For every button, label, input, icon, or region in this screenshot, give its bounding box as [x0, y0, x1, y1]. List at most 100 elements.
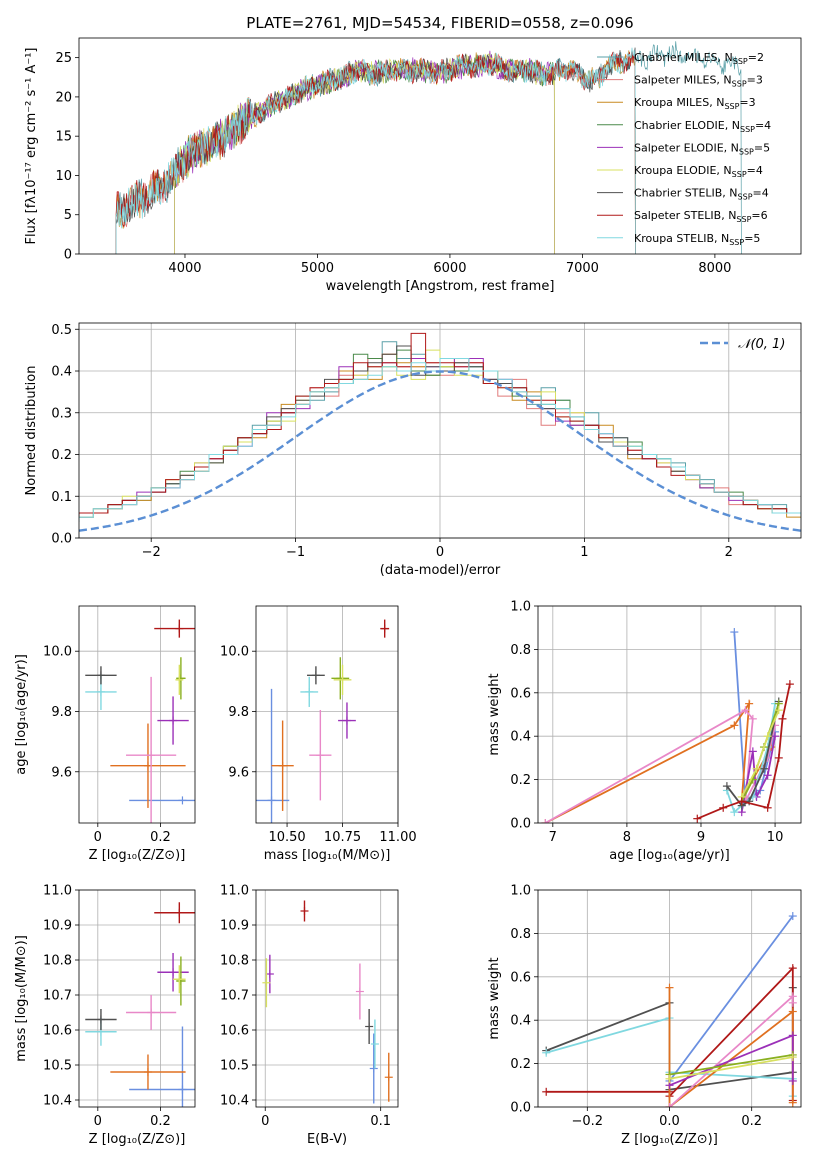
spectrum-series-line [115, 47, 636, 254]
y-tick-label: 0.0 [51, 532, 72, 547]
axes-frame [537, 889, 802, 1108]
x-tick-label: 7 [549, 830, 557, 845]
y-tick-label: 0.2 [510, 1057, 531, 1072]
y-tick-label: 0.2 [51, 448, 72, 463]
y-tick-label: 10.9 [220, 919, 249, 934]
plot-area [538, 606, 801, 823]
axes-spectrum: 4000 5000 6000 7000 8000 0 5 10 15 20 25 wavelength… [24, 37, 802, 294]
x-axis-label: Z [log₁₀(Z/Z⊙)] [89, 848, 186, 863]
x-tick-label: −1 [286, 545, 305, 560]
x-tick-label: 5000 [301, 261, 334, 276]
x-axis-label: Z [log₁₀(Z/Z⊙)] [621, 1132, 718, 1147]
y-axis-label: age [log₁₀(age/yr)] [14, 654, 29, 775]
y-tick-label: 0.0 [510, 1101, 531, 1116]
y-tick-label: 10.8 [220, 954, 249, 969]
x-tick-label: 9 [697, 830, 705, 845]
x-tick-label: 2 [725, 545, 733, 560]
x-tick-label: 0 [94, 1114, 102, 1129]
x-axis-label: E(B-V) [307, 1132, 347, 1147]
axes-massweight-vs-age: 7 8 9 10 0.0 0.2 0.4 0.6 0.8 1.0 age [log₁₀(age/yr… [487, 600, 802, 863]
mass-weight-series-line [544, 700, 773, 823]
x-tick-label: 0.2 [150, 830, 171, 845]
axes-frame [537, 605, 802, 824]
y-tick-label: 0.8 [510, 643, 531, 658]
y-tick-label: 10.4 [43, 1094, 72, 1109]
plot-content [541, 628, 794, 823]
legend-label-tail: =5 [744, 232, 760, 245]
legend-label-sub: SSP [738, 193, 753, 202]
y-tick-label: 9.6 [228, 765, 249, 780]
y-tick-label: 0.4 [510, 1014, 531, 1029]
y-tick-label: 10.7 [220, 989, 249, 1004]
x-tick-label: 7000 [566, 261, 599, 276]
legend-label-main: Kroupa STELIB, N [634, 232, 729, 245]
x-tick-label: 0 [94, 830, 102, 845]
legend-label: Chabrier STELIB, NSSP=4 [634, 187, 769, 202]
y-axis-label: Normed distribution [24, 366, 39, 496]
x-tick-label: 0 [436, 545, 444, 560]
x-tick-label: 0 [261, 1114, 269, 1129]
legend-label-main: Chabrier STELIB, N [634, 187, 738, 200]
legend-label-tail: =6 [751, 209, 767, 222]
y-tick-label: 10.6 [43, 1024, 72, 1039]
legend-label: Chabrier ELODIE, NSSP=4 [634, 119, 771, 134]
y-tick-label: 10.9 [43, 919, 72, 934]
legend-label-main: Kroupa MILES, N [634, 96, 724, 109]
y-tick-label: 0.2 [510, 773, 531, 788]
x-tick-label: 10 [767, 830, 784, 845]
axes-frame [255, 605, 399, 824]
x-tick-label: 0.2 [741, 1114, 762, 1129]
legend-label: Salpeter ELODIE, NSSP=5 [634, 141, 770, 156]
legend-label-sub: SSP [733, 57, 748, 66]
legend-label-main: Kroupa ELODIE, N [634, 164, 732, 177]
plot-content [115, 41, 742, 254]
axes-frame [78, 322, 802, 539]
y-axis-label: mass weight [487, 673, 502, 755]
legend-label-sub: SSP [732, 170, 747, 179]
spectrum-series-line [115, 41, 742, 254]
legend-label-sub: SSP [729, 238, 744, 247]
y-tick-label: 1.0 [510, 884, 531, 899]
x-tick-label: 0.1 [370, 1114, 391, 1129]
y-tick-label: 5 [64, 208, 72, 223]
mass-weight-series-line [669, 1054, 793, 1076]
axes-frame [78, 889, 196, 1108]
mass-weight-series-line [668, 915, 794, 1082]
plot-area [79, 606, 195, 823]
grid-lines [79, 889, 195, 1107]
plot-area [256, 890, 398, 1107]
legend-label-main: Salpeter MILES, N [634, 74, 732, 87]
y-tick-label: 0.0 [510, 817, 531, 832]
legend-label-tail: =4 [753, 187, 769, 200]
legend-label: Salpeter MILES, NSSP=3 [634, 74, 763, 89]
legend-label-sub: SSP [736, 215, 751, 224]
plot-content [542, 912, 797, 1107]
spectrum-series-line [174, 53, 555, 254]
y-tick-label: 0.8 [510, 927, 531, 942]
y-tick-label: 10.5 [43, 1059, 72, 1074]
y-tick-label: 9.8 [51, 705, 72, 720]
legend-label-sub: SSP [740, 125, 755, 134]
y-tick-label: 15 [55, 130, 72, 145]
y-tick-label: 0.4 [51, 365, 72, 380]
y-tick-label: 10.0 [220, 645, 249, 660]
legend-label-main: Chabrier MILES, N [634, 51, 733, 64]
y-tick-label: 10.4 [220, 1094, 249, 1109]
y-tick-label: 10.7 [43, 989, 72, 1004]
legend-label-tail: =4 [747, 164, 763, 177]
legend-label-main: Salpeter STELIB, N [634, 209, 736, 222]
x-tick-label: 8000 [698, 261, 731, 276]
mass-weight-series-line [669, 1056, 793, 1080]
legend-label-tail: =4 [755, 119, 771, 132]
legend-label: Salpeter STELIB, NSSP=6 [634, 209, 768, 224]
y-tick-label: 10.6 [220, 1024, 249, 1039]
legend-label-tail: =5 [754, 141, 770, 154]
x-tick-label: −0.2 [572, 1114, 604, 1129]
legend-label-sub: SSP [732, 80, 747, 89]
y-axis-label: mass weight [487, 957, 502, 1039]
legend-label-main: Chabrier ELODIE, N [634, 119, 740, 132]
axes-age-vs-Z: 0 0.2 9.6 9.8 10.0 Z [log₁₀(Z/Z⊙)] age [log₁₀(… [14, 605, 196, 863]
y-tick-label: 0.3 [51, 406, 72, 421]
spectrum-title: PLATE=2761, MJD=54534, FIBERID=0558, z=0… [246, 14, 633, 32]
x-tick-label: 8 [623, 830, 631, 845]
